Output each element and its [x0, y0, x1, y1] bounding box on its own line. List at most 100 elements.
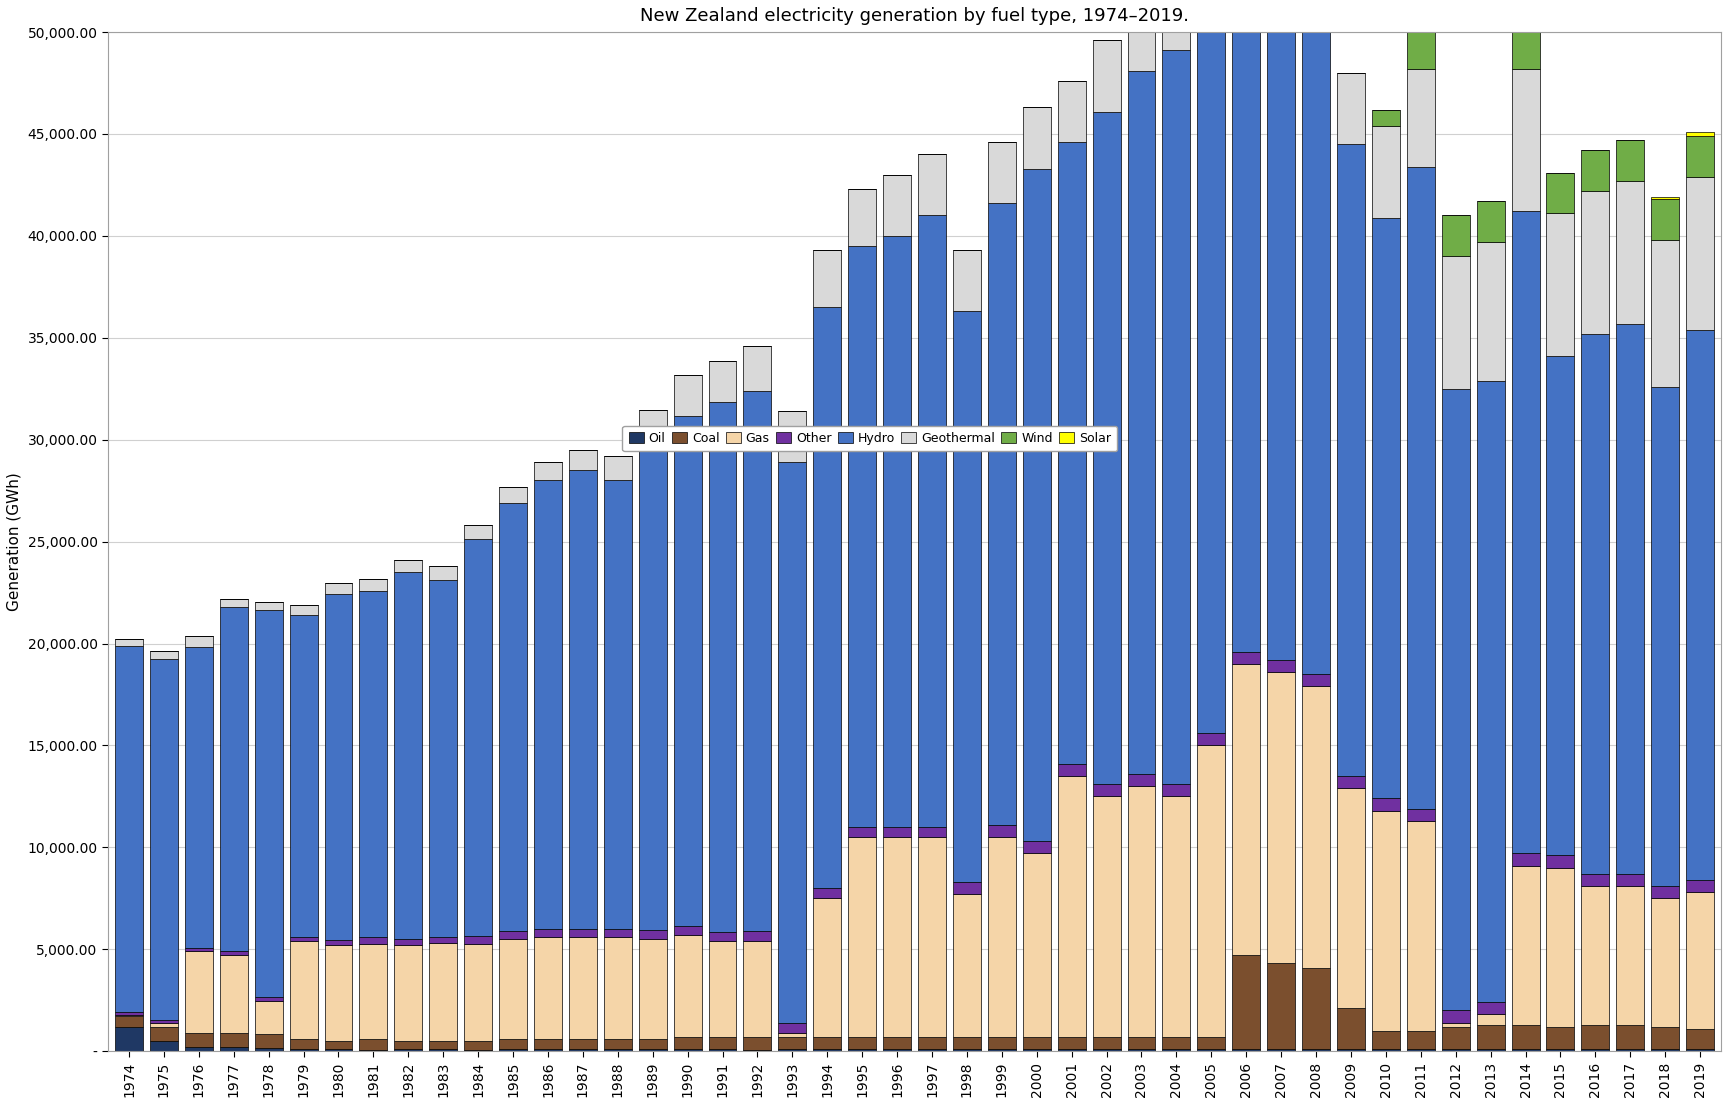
Bar: [603, 456, 632, 480]
Bar: [918, 827, 945, 837]
Bar: [534, 1039, 562, 1049]
Bar: [743, 942, 771, 1038]
Bar: [1687, 1029, 1714, 1049]
Bar: [1163, 51, 1191, 784]
Bar: [1092, 784, 1120, 796]
Bar: [952, 894, 982, 1037]
Bar: [499, 1049, 527, 1051]
Bar: [1267, 672, 1294, 964]
Bar: [1652, 240, 1680, 386]
Bar: [325, 941, 353, 945]
Bar: [1128, 774, 1156, 786]
Bar: [1267, 660, 1294, 672]
Bar: [325, 945, 353, 1041]
Bar: [325, 583, 353, 594]
Bar: [499, 503, 527, 931]
Bar: [1163, 1037, 1191, 1049]
Bar: [1512, 866, 1540, 1025]
Bar: [254, 1048, 283, 1051]
Bar: [465, 524, 492, 539]
Bar: [1407, 167, 1434, 808]
Bar: [465, 936, 492, 944]
Bar: [708, 1049, 736, 1051]
Bar: [1547, 357, 1574, 856]
Bar: [1128, 0, 1156, 71]
Bar: [219, 1047, 247, 1051]
Bar: [1058, 776, 1085, 1037]
Bar: [569, 1049, 596, 1051]
Bar: [499, 940, 527, 1039]
Bar: [814, 251, 842, 307]
Bar: [429, 566, 458, 581]
Bar: [1058, 1037, 1085, 1049]
Bar: [603, 1039, 632, 1049]
Bar: [848, 189, 876, 246]
Bar: [1303, 32, 1331, 675]
Bar: [116, 1012, 143, 1016]
Bar: [394, 572, 422, 940]
Bar: [743, 391, 771, 932]
Bar: [1477, 242, 1505, 381]
Bar: [1198, 745, 1225, 1037]
Bar: [1581, 150, 1609, 191]
Bar: [1058, 81, 1085, 142]
Bar: [1128, 786, 1156, 1037]
Bar: [674, 935, 702, 1037]
Bar: [639, 440, 667, 930]
Bar: [1163, 796, 1191, 1037]
Bar: [918, 215, 945, 827]
Bar: [952, 882, 982, 894]
Bar: [254, 602, 283, 609]
Bar: [359, 1039, 387, 1050]
Bar: [1687, 330, 1714, 880]
Bar: [1092, 796, 1120, 1037]
Bar: [1372, 798, 1400, 810]
Bar: [1616, 874, 1645, 887]
Bar: [674, 416, 702, 926]
Bar: [674, 926, 702, 935]
Bar: [1407, 808, 1434, 821]
Bar: [185, 952, 213, 1033]
Bar: [290, 1039, 318, 1049]
Bar: [603, 928, 632, 937]
Bar: [1477, 1025, 1505, 1049]
Bar: [359, 937, 387, 944]
Bar: [1372, 810, 1400, 1031]
Bar: [534, 928, 562, 937]
Bar: [1337, 1008, 1365, 1049]
Bar: [1058, 1049, 1085, 1051]
Bar: [918, 1037, 945, 1049]
Bar: [1337, 776, 1365, 788]
Bar: [290, 937, 318, 941]
Bar: [534, 937, 562, 1039]
Bar: [952, 1049, 982, 1051]
Bar: [988, 825, 1016, 837]
Bar: [1687, 177, 1714, 330]
Bar: [743, 1038, 771, 1050]
Bar: [1232, 651, 1260, 664]
Bar: [708, 932, 736, 941]
Bar: [150, 1020, 178, 1022]
Bar: [603, 937, 632, 1039]
Bar: [1303, 687, 1331, 967]
Bar: [1023, 853, 1051, 1037]
Bar: [1652, 887, 1680, 899]
Bar: [290, 605, 318, 615]
Bar: [499, 1039, 527, 1049]
Bar: [569, 470, 596, 928]
Bar: [708, 402, 736, 932]
Bar: [1581, 874, 1609, 887]
Bar: [150, 1022, 178, 1027]
Bar: [1547, 856, 1574, 868]
Bar: [429, 1049, 458, 1051]
Bar: [918, 837, 945, 1037]
Bar: [1581, 191, 1609, 333]
Bar: [814, 307, 842, 888]
Bar: [1372, 126, 1400, 217]
Bar: [1163, 1049, 1191, 1051]
Bar: [1232, 0, 1260, 651]
Bar: [1303, 967, 1331, 1049]
Bar: [1267, 964, 1294, 1049]
Bar: [1687, 880, 1714, 892]
Bar: [743, 347, 771, 391]
